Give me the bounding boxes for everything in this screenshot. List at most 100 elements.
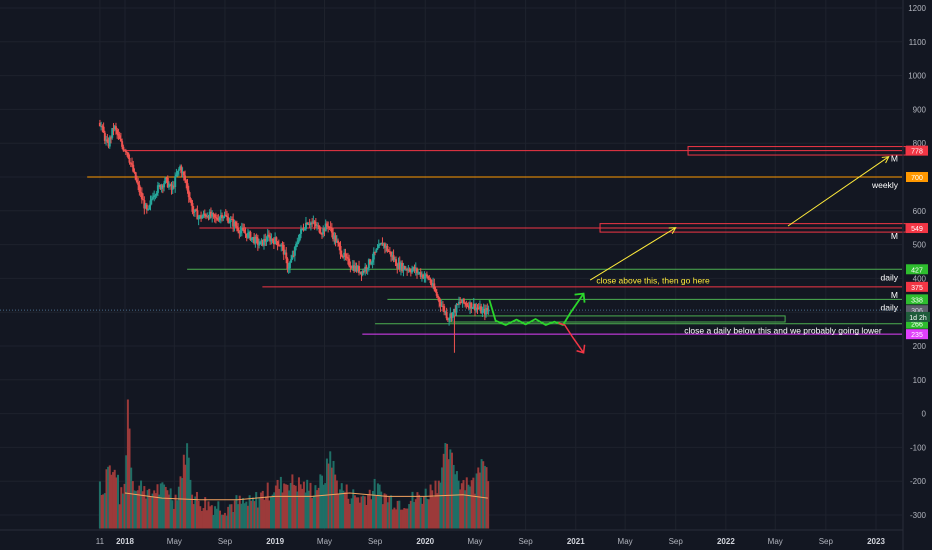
candle-body (324, 223, 327, 232)
candle-body (416, 268, 419, 273)
candle-body (301, 228, 304, 230)
volume-bar (317, 487, 320, 529)
candle-body (170, 184, 173, 190)
volume-bar (177, 486, 180, 529)
candle-body (286, 258, 289, 270)
candle-body (414, 268, 417, 271)
candle-body (142, 199, 145, 201)
volume-bar (439, 482, 442, 529)
candle-body (186, 183, 189, 191)
volume-bar (209, 506, 212, 529)
target-arrow (589, 227, 676, 281)
price-label-bg (906, 294, 928, 305)
candle-body (339, 245, 342, 255)
volume-bar (207, 501, 210, 529)
candle-body (312, 221, 315, 223)
volume-bar (233, 500, 236, 529)
candle-body (119, 138, 122, 142)
candle-body (293, 247, 296, 256)
volume-bar (441, 467, 444, 529)
volume-bar (314, 485, 317, 529)
volume-bar (342, 490, 345, 529)
candle-body (467, 305, 470, 309)
volume-bar (347, 498, 350, 529)
candle-body (237, 227, 240, 232)
volume-bar (487, 481, 490, 529)
volume-bar (242, 498, 245, 529)
volume-bar (232, 511, 235, 529)
scenario-paths (488, 156, 890, 354)
candle-body (485, 308, 488, 315)
volume-bar (446, 443, 449, 529)
candle-body (441, 305, 444, 307)
volume-bar (217, 501, 220, 529)
volume-bar (337, 493, 340, 529)
candle-body (203, 213, 206, 215)
candle-body (251, 237, 254, 239)
volume-bar (444, 443, 447, 529)
candle-body (100, 126, 103, 128)
candle-body (395, 259, 398, 266)
candle-body (196, 210, 199, 220)
candle-body (446, 318, 449, 321)
time-tick-label: 2019 (266, 537, 284, 546)
candle-body (444, 311, 447, 313)
candle-body (406, 269, 409, 271)
volume-bar (121, 493, 124, 529)
volume-bar (339, 489, 342, 529)
volume-bar (467, 484, 470, 529)
candle-body (359, 271, 362, 273)
candle-body (202, 213, 205, 217)
time-axis[interactable]: 11 2018 May Sep 2019 May Sep 2020 May Sep 2021 May S… (0, 529, 903, 546)
candle-body (281, 244, 284, 246)
volume-bar (153, 490, 156, 529)
volume-bar (146, 490, 149, 529)
bearish-arrowhead (576, 344, 586, 354)
volume-bar (215, 508, 218, 529)
volume-bar (140, 480, 143, 529)
volume-bar (253, 501, 256, 529)
volume-bar (449, 449, 452, 529)
candle-body (197, 216, 200, 220)
candle-body (148, 205, 151, 210)
volume-bar (182, 454, 185, 529)
candle-body (364, 266, 367, 272)
candle-body (227, 217, 230, 223)
volume-bar (404, 508, 407, 529)
volume-bar (144, 498, 147, 529)
volume-bar (378, 484, 381, 529)
volume-bar (426, 498, 429, 529)
volume-moving-average (124, 492, 488, 501)
volume-bar (418, 494, 421, 529)
candle-body (348, 258, 351, 266)
volume-bar (130, 467, 133, 529)
candle-body (459, 301, 462, 303)
volume-bar (181, 478, 184, 529)
candle-body (396, 265, 399, 269)
volume-bar (469, 486, 472, 529)
candle-body (366, 268, 369, 270)
candle-body (280, 244, 283, 247)
candle-body (397, 262, 400, 269)
candle-body (475, 307, 478, 311)
volume-bar (246, 505, 249, 529)
candle-body (138, 184, 141, 193)
volume-bar (416, 492, 419, 529)
candle-body (438, 297, 441, 303)
volume-bar (401, 509, 404, 529)
candle-body (370, 262, 373, 265)
candle-body (401, 262, 404, 271)
candle-body (436, 295, 439, 298)
candle-body (192, 211, 195, 213)
candle-body (276, 241, 279, 246)
candle-body (371, 259, 374, 263)
candle-body (344, 252, 347, 257)
volume-bar (396, 500, 399, 529)
candle-body (140, 192, 143, 200)
price-axis[interactable]: 1200110010009008007006005004003002001000… (902, 0, 930, 550)
volume-bar (156, 484, 159, 529)
candle-body (472, 303, 475, 308)
candle-body (191, 203, 194, 212)
volume-bar (312, 495, 315, 529)
